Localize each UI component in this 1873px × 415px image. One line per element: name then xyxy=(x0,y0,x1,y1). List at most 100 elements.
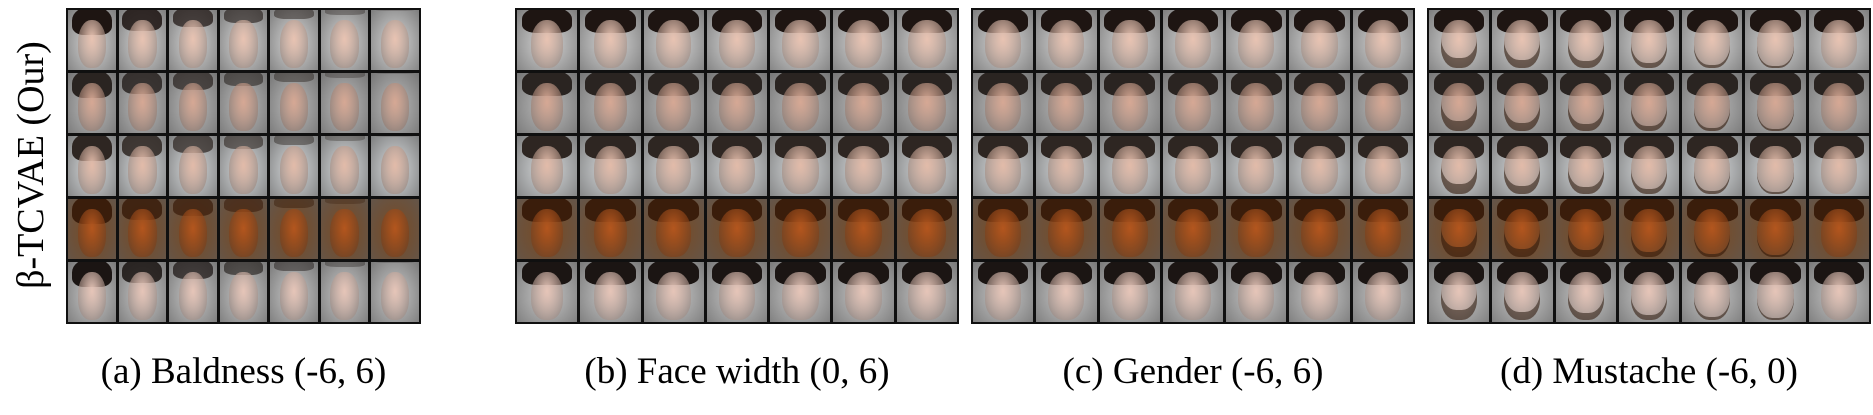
face-shape xyxy=(1238,19,1275,68)
face-thumbnail xyxy=(517,10,578,70)
face-shape xyxy=(1364,82,1401,131)
face-thumbnail xyxy=(1808,73,1869,133)
face-thumbnail xyxy=(118,73,167,133)
face-thumbnail xyxy=(1745,10,1806,70)
face-shape xyxy=(330,208,359,257)
face-thumbnail xyxy=(1226,199,1287,259)
face-shape xyxy=(128,82,157,131)
face-shape xyxy=(1757,271,1794,320)
face-thumbnail xyxy=(1289,199,1350,259)
face-thumbnail xyxy=(1745,136,1806,196)
face-thumbnail xyxy=(1099,136,1160,196)
face-thumbnail xyxy=(706,10,768,70)
face-thumbnail xyxy=(320,73,369,133)
face-shape xyxy=(1820,82,1857,131)
panel-baldness xyxy=(66,8,421,324)
face-shape xyxy=(656,145,691,194)
face-shape xyxy=(1048,19,1085,68)
face-shape xyxy=(1567,271,1604,320)
face-thumbnail xyxy=(973,136,1034,196)
face-thumbnail xyxy=(320,136,369,196)
face-shape xyxy=(530,208,564,257)
face-shape xyxy=(907,271,947,320)
face-thumbnail xyxy=(1036,199,1097,259)
face-shape xyxy=(380,208,410,257)
face-shape xyxy=(77,19,107,68)
face-thumbnail xyxy=(517,136,578,196)
face-thumbnail xyxy=(169,136,217,196)
hair-shape xyxy=(223,10,264,24)
face-thumbnail xyxy=(1099,10,1160,70)
face-shape xyxy=(178,145,208,194)
face-shape xyxy=(719,271,755,320)
face-thumbnail xyxy=(118,262,167,322)
face-thumbnail xyxy=(643,199,704,259)
face-thumbnail xyxy=(1162,199,1224,259)
face-thumbnail xyxy=(1682,262,1743,322)
face-shape xyxy=(1048,82,1085,131)
face-shape xyxy=(985,145,1022,194)
face-shape xyxy=(1301,145,1338,194)
face-shape xyxy=(530,145,564,194)
hair-shape xyxy=(324,199,365,205)
face-shape xyxy=(1757,145,1794,194)
face-thumbnail xyxy=(1352,73,1413,133)
face-shape xyxy=(530,19,564,68)
face-thumbnail xyxy=(973,73,1034,133)
face-thumbnail xyxy=(270,199,318,259)
face-thumbnail xyxy=(1808,10,1869,70)
face-shape xyxy=(1820,208,1857,257)
face-thumbnail xyxy=(219,10,268,70)
face-shape xyxy=(1630,19,1668,68)
face-shape xyxy=(1111,19,1148,68)
face-shape xyxy=(279,271,309,320)
face-thumbnail xyxy=(1492,73,1553,133)
face-thumbnail xyxy=(1429,262,1490,322)
face-thumbnail xyxy=(371,136,419,196)
hair-shape xyxy=(223,136,264,150)
face-shape xyxy=(1567,19,1604,68)
face-shape xyxy=(1630,145,1668,194)
hair-shape xyxy=(324,136,365,142)
face-shape xyxy=(907,145,947,194)
face-shape xyxy=(1504,19,1541,68)
face-thumbnail xyxy=(833,73,894,133)
hair-shape xyxy=(375,262,416,264)
face-shape xyxy=(985,82,1022,131)
face-thumbnail xyxy=(517,199,578,259)
face-shape xyxy=(593,271,628,320)
hair-shape xyxy=(223,199,264,213)
face-shape xyxy=(719,19,755,68)
face-thumbnail xyxy=(270,136,318,196)
face-shape xyxy=(1757,208,1794,257)
face-shape xyxy=(781,145,819,194)
face-shape xyxy=(719,208,755,257)
face-shape xyxy=(1111,208,1148,257)
face-shape xyxy=(1630,82,1668,131)
face-thumbnail xyxy=(580,262,641,322)
face-shape xyxy=(77,271,107,320)
hair-shape xyxy=(324,262,365,268)
face-shape xyxy=(1174,208,1212,257)
face-thumbnail xyxy=(270,262,318,322)
panel-face-width xyxy=(515,8,959,324)
face-thumbnail xyxy=(706,199,768,259)
face-shape xyxy=(330,82,359,131)
hair-shape xyxy=(324,73,365,79)
face-thumbnail xyxy=(68,10,116,70)
face-shape xyxy=(1441,145,1478,194)
face-thumbnail xyxy=(1162,10,1224,70)
face-shape xyxy=(1567,82,1604,131)
row-label: β-TCVAE (Our) xyxy=(0,0,62,330)
face-thumbnail xyxy=(1555,73,1616,133)
face-shape xyxy=(1504,145,1541,194)
face-thumbnail xyxy=(643,10,704,70)
face-thumbnail xyxy=(169,73,217,133)
face-thumbnail xyxy=(1682,136,1743,196)
face-shape xyxy=(1174,19,1212,68)
face-shape xyxy=(178,82,208,131)
face-thumbnail xyxy=(1429,10,1490,70)
face-thumbnail xyxy=(320,199,369,259)
face-thumbnail xyxy=(118,199,167,259)
face-thumbnail xyxy=(833,136,894,196)
